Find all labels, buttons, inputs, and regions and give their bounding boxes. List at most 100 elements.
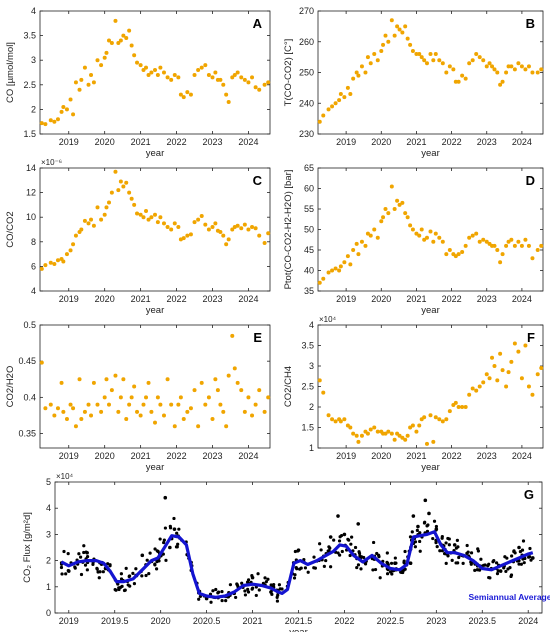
flux-point: [455, 538, 459, 543]
data-point: [155, 220, 160, 225]
flux-point: [79, 572, 84, 577]
y-tick-label: 2.5: [301, 382, 314, 392]
data-point: [257, 388, 262, 393]
data-point: [490, 355, 495, 360]
data-point: [317, 119, 322, 124]
plot-frame: [54, 481, 543, 614]
flux-outlier-point: [498, 569, 503, 573]
data-point: [431, 58, 436, 63]
data-point: [239, 388, 244, 393]
plot-frame: [317, 10, 544, 135]
flux-point: [418, 549, 422, 553]
flux-point: [214, 587, 218, 592]
flux-point: [83, 563, 88, 567]
data-point: [77, 377, 82, 382]
data-point: [109, 388, 114, 393]
data-point: [530, 392, 535, 397]
data-point: [48, 402, 53, 407]
data-point: [460, 250, 465, 255]
data-point: [484, 64, 489, 69]
flux-point: [353, 545, 358, 550]
flux-point: [359, 567, 363, 571]
data-point: [342, 95, 347, 100]
flux-point: [399, 570, 403, 575]
data-point: [333, 419, 338, 424]
data-point: [199, 65, 204, 70]
data-point: [226, 100, 231, 105]
flux-point: [521, 539, 526, 543]
data-point: [203, 63, 208, 68]
flux-point: [456, 545, 460, 549]
data-point: [129, 43, 134, 48]
data-point: [509, 237, 514, 242]
data-point: [89, 217, 94, 222]
data-point: [342, 260, 347, 265]
x-tick-label: 2022: [167, 137, 187, 147]
data-point: [39, 360, 44, 365]
flux-point: [348, 553, 352, 558]
data-point: [86, 402, 91, 407]
data-point: [257, 233, 262, 238]
data-point: [124, 180, 129, 185]
data-point: [356, 73, 361, 78]
flux-point: [479, 557, 483, 561]
data-point: [226, 373, 231, 378]
panel-letter: A: [253, 16, 263, 31]
flux-point: [444, 541, 448, 545]
data-point: [262, 82, 267, 87]
data-point: [428, 413, 433, 418]
data-point: [55, 258, 60, 263]
data-point: [410, 48, 415, 53]
flux-point: [440, 534, 444, 539]
data-point: [375, 58, 380, 63]
data-point: [359, 239, 364, 244]
data-point: [146, 72, 151, 77]
data-point: [440, 239, 445, 244]
data-point: [61, 409, 66, 414]
data-point: [463, 243, 468, 248]
data-point: [239, 75, 244, 80]
flux-point: [492, 558, 496, 563]
data-point: [135, 60, 140, 65]
flux-point: [276, 593, 280, 597]
data-point: [250, 413, 255, 418]
data-point: [417, 52, 422, 57]
x-tick-label: 2023: [202, 451, 222, 461]
y-tick-label: 2.5: [23, 80, 36, 90]
panel-letter: D: [526, 173, 535, 188]
flux-outlier-point: [531, 556, 535, 560]
flux-point: [177, 527, 181, 531]
data-point: [239, 226, 244, 231]
data-point: [230, 227, 235, 232]
data-point: [431, 239, 436, 244]
data-point: [333, 266, 338, 271]
y-tick-label: 35: [304, 286, 314, 296]
x-tick-label: 2020: [371, 451, 391, 461]
flux-point: [495, 571, 500, 576]
data-point: [232, 366, 237, 371]
flux-outlier-point: [140, 553, 145, 558]
data-point: [467, 392, 472, 397]
data-point: [326, 107, 331, 112]
y-axis-label: Ptot(CO-CO2-H2-H2O) [bar]: [283, 170, 294, 290]
flux-point: [329, 565, 333, 569]
flux-point: [132, 582, 137, 586]
panel-letter: C: [253, 173, 263, 188]
data-point: [104, 50, 109, 55]
y-tick-label: 8: [31, 237, 36, 247]
data-point: [321, 390, 326, 395]
flux-point: [197, 597, 201, 601]
x-tick-label: 2023: [426, 616, 446, 626]
flux-point: [435, 545, 439, 549]
data-point: [221, 233, 226, 238]
flux-point: [128, 584, 132, 588]
x-tick-label: 2024: [512, 294, 532, 304]
flux-point: [220, 589, 224, 594]
data-point: [95, 58, 100, 63]
data-point: [535, 70, 540, 75]
flux-point: [278, 587, 282, 591]
data-point: [172, 221, 177, 226]
flux-point: [293, 549, 297, 554]
data-point: [424, 441, 429, 446]
data-point: [444, 70, 449, 75]
